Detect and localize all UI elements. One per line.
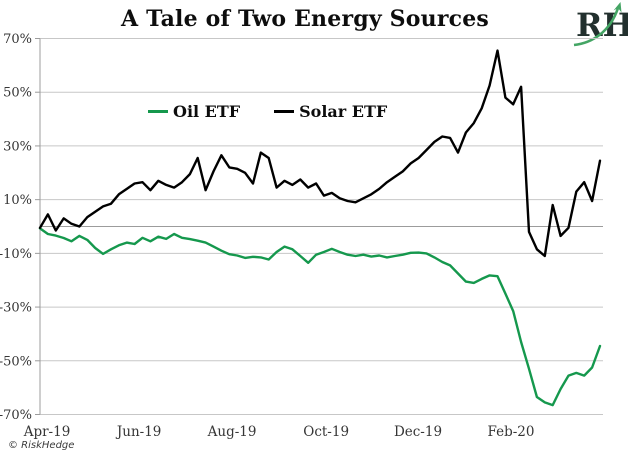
y-tick-label: -70% xyxy=(0,408,32,423)
y-tick-label: -30% xyxy=(0,301,32,316)
x-tick-label: Feb-20 xyxy=(487,424,534,440)
solar-line-swatch-icon xyxy=(274,110,295,113)
x-tick-label: Jun-19 xyxy=(115,424,162,440)
oil-etf-line xyxy=(38,227,602,407)
copyright-note: © RiskHedge xyxy=(8,440,75,451)
legend-item-solar: Solar ETF xyxy=(274,102,387,121)
x-tick-label: Dec-19 xyxy=(394,424,442,440)
y-tick-label: 30% xyxy=(3,139,32,154)
riskhedge-logo-graphic: RH xyxy=(573,2,630,47)
logo-arrow-icon xyxy=(573,7,620,47)
oil-line-swatch-icon xyxy=(148,110,168,113)
solar-legend-label: Solar ETF xyxy=(299,102,388,121)
y-tick-label: 50% xyxy=(3,86,32,101)
oil-legend-label: Oil ETF xyxy=(173,102,241,121)
riskhedge-logo: RH xyxy=(572,0,630,48)
solar-etf-line xyxy=(38,49,602,258)
logo-text: RH xyxy=(576,6,628,44)
chart-title: A Tale of Two Energy Sources xyxy=(121,6,489,32)
logo-arrowhead-icon xyxy=(613,2,622,13)
x-tick-label: Apr-19 xyxy=(23,424,71,440)
y-tick-label: 10% xyxy=(3,193,32,208)
y-tick-label: 70% xyxy=(3,32,32,47)
x-tick-label: Oct-19 xyxy=(303,424,349,440)
y-tick-label: -50% xyxy=(0,354,32,369)
x-tick-label: Aug-19 xyxy=(207,424,257,440)
legend: Oil ETF Solar ETF xyxy=(148,102,421,121)
y-tick-label: -10% xyxy=(0,247,32,262)
legend-item-oil: Oil ETF xyxy=(148,102,240,121)
